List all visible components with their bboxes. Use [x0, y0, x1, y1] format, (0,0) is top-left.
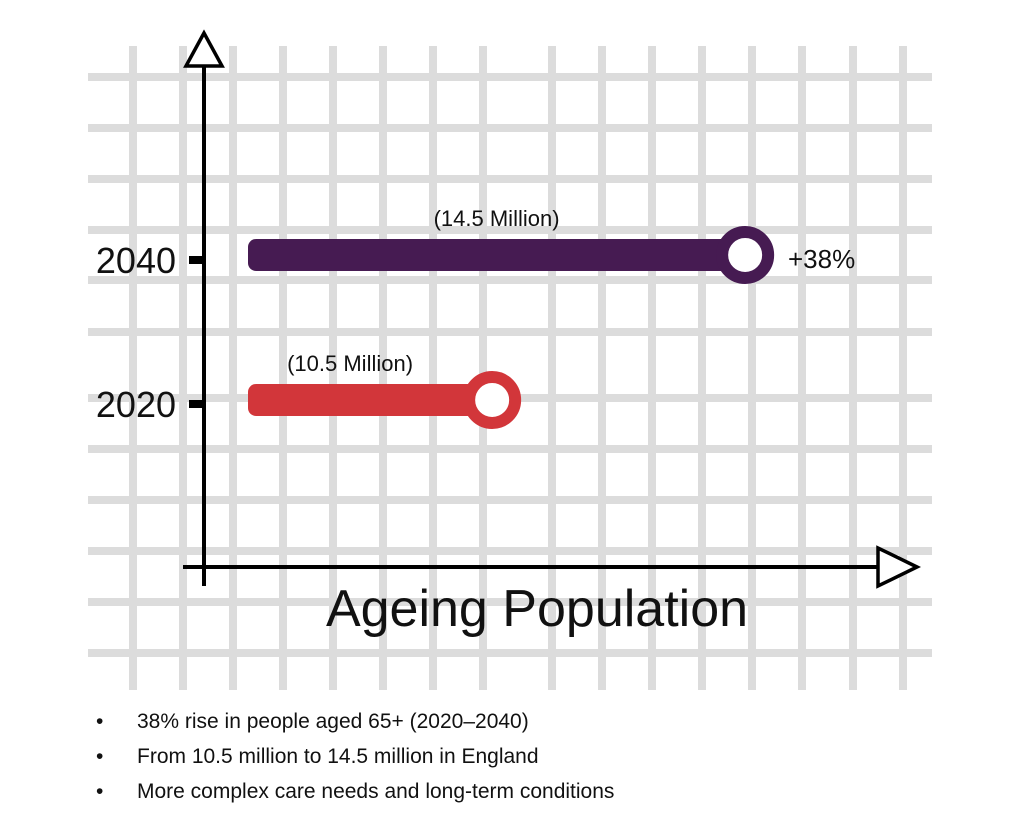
bar-end-marker-2040	[716, 226, 775, 284]
bullet-item: • More complex care needs and long-term c…	[96, 774, 614, 809]
y-axis	[183, 29, 225, 586]
change-annotation: +38%	[788, 244, 855, 274]
bullet-icon: •	[96, 780, 104, 803]
bullet-item: • 38% rise in people aged 65+ (2020–2040)	[96, 704, 614, 739]
x-axis-arrow-icon	[876, 545, 921, 589]
bullet-list: • 38% rise in people aged 65+ (2020–2040)…	[96, 704, 614, 809]
chart: 2040 (14.5 Million) 2020 (10.5 Million) Age…	[88, 29, 932, 690]
bullet-text: 38% rise in people aged 65+ (2020–2040)	[137, 710, 529, 733]
y-tick-label: 2040	[96, 240, 176, 281]
data-label: (10.5 Million)	[287, 351, 413, 376]
grid	[88, 46, 932, 690]
chart-title: Ageing Population	[326, 580, 748, 638]
y-axis-arrow-icon	[183, 29, 225, 68]
data-label: (14.5 Million)	[434, 206, 560, 231]
bullet-text: From 10.5 million to 14.5 million in Eng…	[137, 745, 539, 768]
y-tick-mark	[189, 400, 204, 408]
bar-2040	[248, 239, 746, 271]
bar-end-marker-2020	[463, 371, 522, 429]
bullet-text: More complex care needs and long-term co…	[137, 780, 615, 803]
y-tick-label: 2020	[96, 384, 176, 425]
x-axis	[183, 545, 921, 589]
y-tick-mark	[189, 256, 204, 264]
bullet-item: • From 10.5 million to 14.5 million in En…	[96, 739, 614, 774]
bullet-icon: •	[96, 710, 104, 733]
bar-2020	[248, 384, 493, 416]
bullet-icon: •	[96, 745, 104, 768]
